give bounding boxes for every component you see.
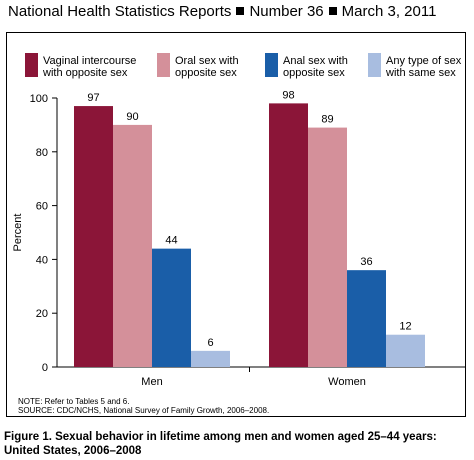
report-number: Number 36 [249, 3, 324, 20]
report-header: National Health Statistics Reports Number… [8, 3, 436, 20]
data-label: 97 [87, 92, 99, 104]
data-label: 89 [321, 114, 333, 126]
data-label: 98 [282, 89, 294, 101]
legend-label: Anal sex with opposite sex [283, 55, 348, 79]
bar [191, 350, 230, 367]
x-category-label: Women [328, 376, 366, 388]
bar [269, 103, 308, 367]
bar-chart: Vaginal intercourse with opposite sex Oral… [12, 53, 465, 388]
bar [308, 127, 347, 367]
data-label: 12 [399, 321, 411, 333]
source-text: SOURCE: CDC/NCHS, National Survey of Fam… [18, 406, 270, 415]
bar [113, 124, 152, 368]
legend-swatch [368, 53, 381, 77]
legend-label: Any type of sex with same sex [385, 55, 462, 79]
report-date: March 3, 2011 [341, 3, 437, 20]
y-tick-label: 0 [42, 362, 48, 374]
square-separator-icon [328, 7, 337, 16]
y-tick-label: 60 [36, 201, 48, 213]
legend-swatch [157, 53, 170, 77]
note-text: NOTE: Refer to Tables 5 and 6. [18, 397, 130, 406]
data-label: 36 [360, 256, 372, 268]
data-label: 6 [207, 337, 213, 349]
y-tick-label: 20 [36, 308, 48, 320]
legend-swatch [265, 53, 278, 77]
report-title: National Health Statistics Reports [8, 3, 232, 20]
legend-label: Vaginal intercourse with opposite sex [42, 55, 136, 79]
x-category-label: Men [141, 376, 162, 388]
data-label: 44 [165, 235, 177, 247]
figure-caption: Figure 1. Sexual behavior in lifetime am… [4, 431, 437, 457]
bar [152, 248, 191, 367]
y-tick-label: 40 [36, 254, 48, 266]
y-axis-title: Percent [12, 214, 24, 252]
legend-label: Oral sex with opposite sex [175, 55, 239, 79]
data-label: 90 [126, 111, 138, 123]
figure-frame [6, 32, 466, 417]
y-tick-label: 80 [36, 147, 48, 159]
bar [386, 334, 425, 367]
legend-swatch [25, 53, 38, 77]
bar [74, 106, 113, 367]
y-tick-label: 100 [30, 93, 48, 105]
bar [347, 270, 386, 367]
square-separator-icon [236, 7, 245, 16]
